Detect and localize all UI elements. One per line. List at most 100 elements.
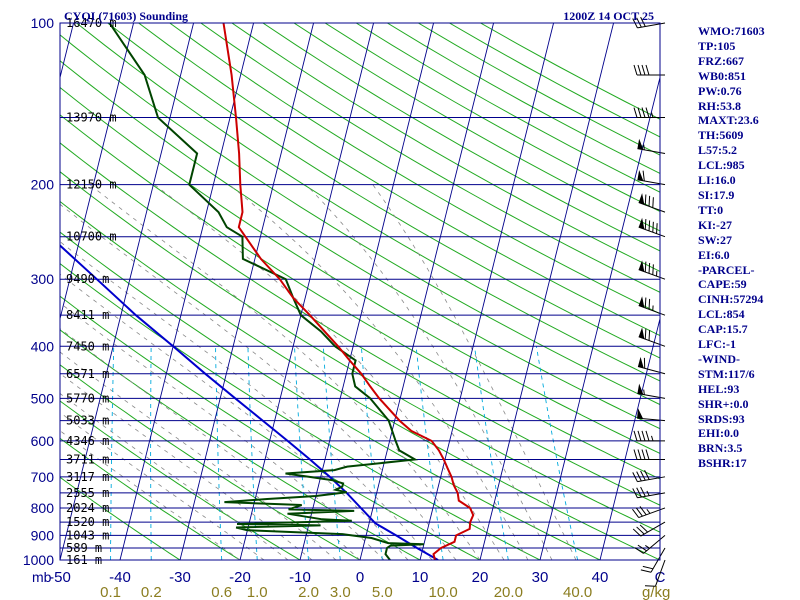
stat-row: LCL:854	[698, 307, 745, 322]
wind-barb-full	[644, 470, 650, 480]
wind-barb-full	[644, 297, 647, 309]
height-label: 1043 m	[66, 528, 109, 542]
wind-barb-full	[639, 506, 647, 516]
wind-barb-flag	[637, 356, 644, 369]
height-label: 13970 m	[66, 111, 117, 125]
wind-barb-half	[646, 490, 650, 496]
mixing-ratio-tick-label: 40.0	[563, 584, 592, 600]
stat-row: WB0:851	[698, 68, 746, 83]
wind-barb-shaft	[638, 336, 666, 347]
height-label: 5033 m	[66, 414, 109, 428]
wind-barb-full	[648, 195, 651, 207]
mixing-ratio-tick-label: 0.1	[100, 584, 121, 600]
temperature-tick-label: C	[655, 569, 666, 586]
height-label: 7450 m	[66, 339, 109, 353]
height-label: 589 m	[66, 541, 102, 555]
stat-row: KI:-27	[698, 217, 732, 232]
wind-barb-half	[645, 545, 650, 549]
moist-adiabat	[60, 203, 457, 560]
height-label: 6571 m	[66, 367, 109, 381]
wind-barb-full	[633, 107, 638, 118]
wind-barb-full	[641, 430, 646, 442]
wind-barb-shaft	[638, 226, 666, 238]
height-label: 1520 m	[66, 515, 109, 529]
chart-time: 1200Z 14 OCT 25	[563, 9, 654, 23]
wind-barb-shaft	[643, 535, 666, 554]
wind-barb	[637, 408, 666, 422]
stat-row: STM:117/6	[698, 366, 755, 381]
wind-barb-shaft	[640, 521, 666, 537]
wind-barb	[644, 559, 666, 587]
wind-barb-full	[640, 486, 646, 497]
pressure-tick-label: 400	[31, 338, 55, 354]
isobars	[60, 22, 660, 561]
wind-barb-full	[648, 262, 651, 274]
wind-barb-full	[644, 194, 647, 205]
wind-barb-shaft	[654, 559, 666, 587]
mixing-ratio-tick-label: 0.6	[211, 584, 232, 600]
wind-barb-full	[652, 197, 654, 208]
chart-title: CYQI (71603) Sounding	[64, 9, 188, 23]
isotherm	[419, 23, 554, 560]
wind-barb-half	[646, 508, 651, 514]
stat-row: CINH:57294	[698, 292, 764, 307]
wind-barb-shaft	[638, 202, 666, 213]
isotherm	[179, 23, 314, 560]
wind-barb-full	[652, 264, 654, 275]
wind-barb-full	[637, 449, 642, 460]
wind-barb-full	[645, 64, 650, 76]
moist-adiabat	[60, 430, 241, 560]
wind-barb-full	[637, 544, 647, 552]
temperature-tick-label: 10	[412, 569, 429, 586]
temperature-tick-label: 20	[472, 569, 489, 586]
stat-row: L57:5.2	[698, 143, 737, 158]
wind-barb	[638, 217, 666, 238]
wind-barb-full	[640, 16, 646, 27]
height-label: 8411 m	[66, 308, 109, 322]
height-label: 5770 m	[66, 391, 109, 405]
temperature-trace	[222, 23, 475, 560]
stat-row: SRDS:93	[698, 411, 745, 426]
plot-frame	[59, 22, 661, 561]
wind-barb	[637, 383, 666, 399]
wind-barb-full	[637, 64, 642, 76]
mixing-ratio-tick-label: 10.0	[429, 584, 458, 600]
dry-adiabat	[107, 23, 660, 359]
isotherm	[60, 23, 194, 560]
wind-barb-full	[644, 328, 647, 340]
wind-barb-full	[644, 261, 647, 273]
stat-row: LI:16.0	[698, 173, 736, 188]
stat-row: WMO:71603	[698, 24, 765, 38]
wind-barb-shaft	[637, 179, 666, 186]
isotherm	[0, 23, 14, 560]
height-label: 10700 m	[66, 230, 117, 244]
wind-barb-full	[640, 569, 652, 573]
stat-row: EI:6.0	[698, 247, 730, 262]
pressure-tick-label: 900	[31, 527, 55, 543]
parcel-trace	[60, 244, 439, 560]
isotherm	[359, 23, 494, 560]
dry-adiabat	[60, 60, 660, 430]
height-label: 2024 m	[66, 501, 109, 515]
stat-row: SHR+:0.0	[698, 396, 749, 411]
wind-barb-full	[641, 449, 646, 460]
wind-barb-full	[633, 64, 638, 76]
stat-row: BRN:3.5	[698, 441, 743, 456]
wind-barb-full	[641, 107, 646, 118]
wind-barb	[638, 327, 666, 347]
wind-barb	[632, 506, 666, 519]
wind-barb-full	[640, 470, 646, 481]
wind-barb	[637, 356, 666, 375]
wind-barb-full	[656, 223, 658, 234]
wind-barb-full	[636, 471, 642, 482]
wind-barb-half	[651, 112, 654, 118]
isotherms	[0, 23, 660, 560]
pressure-tick-label: 100	[31, 15, 55, 31]
moist-adiabat	[305, 184, 553, 560]
mixing-ratio-line	[322, 346, 341, 560]
moist-adiabat	[60, 302, 385, 560]
isotherm	[239, 23, 374, 560]
wind-barb-flag	[638, 327, 645, 339]
wind-barb-shaft	[637, 492, 666, 499]
